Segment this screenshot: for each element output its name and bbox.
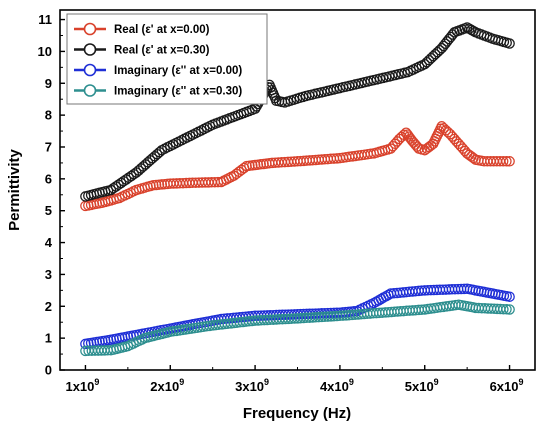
legend: Real (ε' at x=0.00) Real (ε' at x=0.30) Im…	[66, 13, 268, 105]
series-4	[80, 299, 515, 357]
y-tick-label: 11	[38, 12, 52, 27]
y-tick-label: 9	[45, 76, 52, 91]
data-point	[501, 304, 512, 315]
y-tick-label: 3	[45, 267, 52, 282]
axis-ticks	[60, 18, 511, 371]
y-tick-label: 7	[45, 139, 52, 154]
x-tick-label: 3x109	[235, 377, 269, 394]
legend-label: Imaginary (ε'' at x=0.30)	[114, 86, 242, 98]
series-1	[80, 121, 515, 212]
y-tick-label: 0	[45, 363, 52, 378]
x-tick-labels: 1x109 2x109 3x109 4x109 5x109 6x109	[65, 377, 523, 394]
legend-label: Real (ε' at x=0.00)	[114, 24, 210, 36]
series-layer	[80, 22, 515, 357]
data-point	[159, 143, 170, 155]
data-point	[504, 38, 515, 49]
legend-label: Real (ε' at x=0.30)	[114, 45, 210, 57]
x-tick-label: 5x109	[405, 377, 439, 394]
data-point	[223, 172, 235, 184]
x-axis-label: Frequency (Hz)	[243, 405, 351, 422]
y-tick-label: 10	[38, 44, 52, 59]
legend-swatch-marker	[83, 43, 97, 56]
y-tick-label: 1	[45, 331, 52, 346]
data-point	[501, 156, 512, 167]
data-point	[498, 303, 509, 315]
series-2	[80, 22, 515, 202]
data-point	[196, 125, 207, 136]
legend-swatch-marker	[83, 22, 97, 36]
x-tick-label: 1x109	[65, 377, 99, 394]
y-tick-labels: 0 1 2 3 4 5 6 7 8 9 10 11	[38, 12, 53, 377]
y-tick-label: 5	[45, 203, 52, 218]
x-tick-label: 2x109	[150, 377, 184, 394]
data-point	[497, 156, 509, 167]
y-axis-label: Permittivity	[6, 148, 23, 230]
y-tick-label: 2	[45, 299, 52, 314]
legend-swatch-marker	[83, 63, 97, 77]
legend-swatch-marker	[83, 84, 97, 97]
data-point	[504, 304, 515, 315]
legend-label: Imaginary (ε'' at x=0.00)	[114, 65, 242, 77]
data-point	[504, 156, 515, 167]
x-tick-label: 4x109	[320, 377, 354, 394]
y-tick-label: 4	[45, 235, 53, 250]
y-tick-label: 8	[45, 108, 52, 123]
data-point	[176, 135, 187, 146]
data-point	[504, 291, 515, 302]
x-tick-label: 6x109	[490, 377, 524, 394]
y-tick-label: 6	[45, 171, 52, 186]
